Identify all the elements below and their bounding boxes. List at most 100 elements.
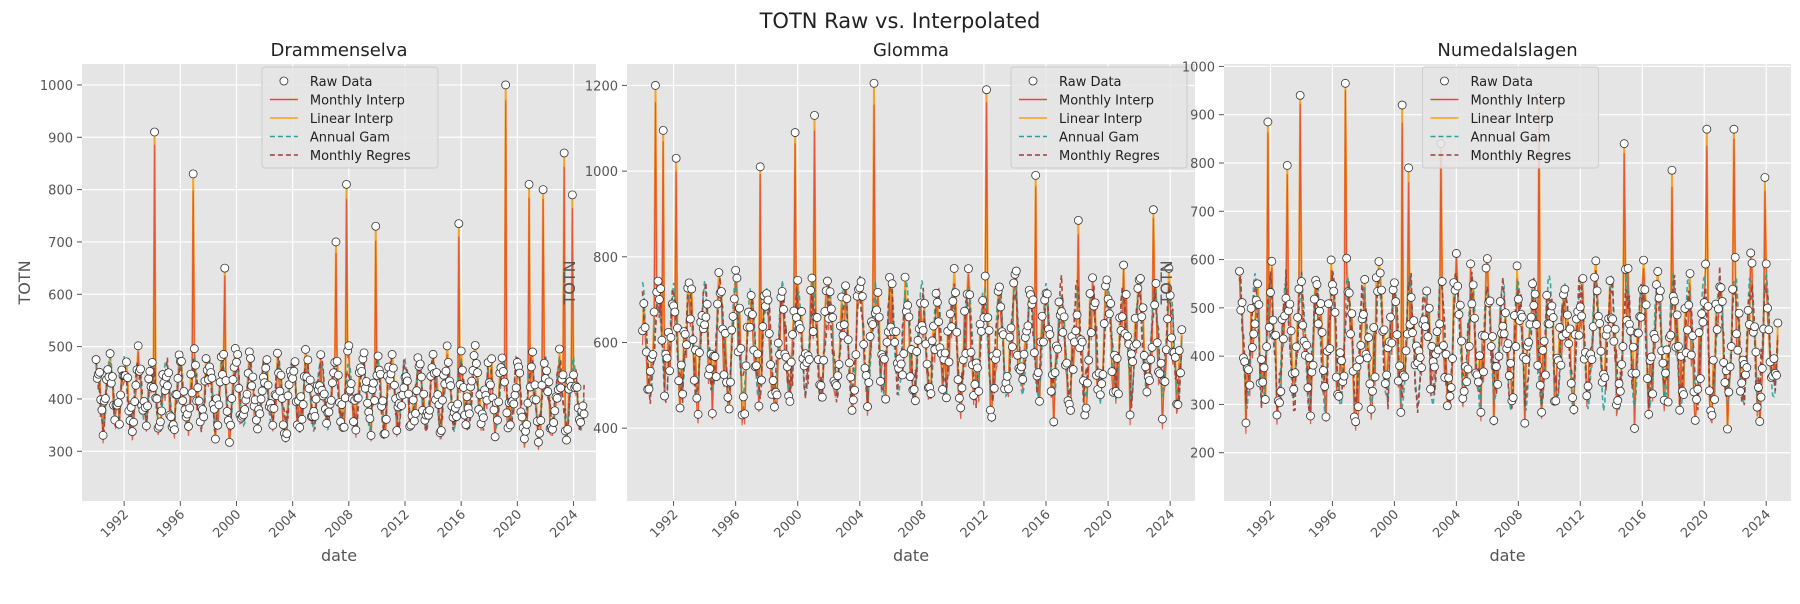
raw-data-point xyxy=(1462,377,1472,387)
raw-data-point xyxy=(357,366,367,376)
raw-data-point xyxy=(295,423,305,432)
raw-data-point xyxy=(519,434,529,444)
raw-data-point xyxy=(351,425,361,435)
raw-data-point xyxy=(1648,389,1658,399)
raw-data-point xyxy=(1404,163,1414,173)
raw-data-point xyxy=(1661,368,1670,378)
raw-data-point xyxy=(1521,355,1531,365)
raw-data-point xyxy=(1720,378,1730,387)
chart-panel-0: 1992 1996 2000 2004 2008 2012 2016 2020 2024 300 4… xyxy=(15,40,596,565)
raw-data-point xyxy=(965,290,975,300)
raw-data-point xyxy=(1730,252,1740,262)
raw-data-point xyxy=(1379,325,1389,335)
raw-data-point xyxy=(1529,301,1539,310)
raw-data-point xyxy=(1415,353,1425,362)
raw-data-point xyxy=(1102,275,1112,285)
raw-data-point xyxy=(1303,383,1313,393)
raw-data-point xyxy=(1437,277,1447,286)
raw-data-point xyxy=(388,363,398,373)
raw-data-point xyxy=(1400,372,1410,382)
raw-data-point xyxy=(425,405,434,415)
raw-data-point xyxy=(188,169,198,179)
x-tick-label: 2024 xyxy=(547,507,581,541)
raw-data-point xyxy=(1031,170,1041,180)
raw-data-point xyxy=(1170,352,1180,362)
x-tick-label: 2004 xyxy=(1430,507,1464,541)
raw-data-point xyxy=(1459,386,1469,396)
raw-data-point xyxy=(913,335,923,345)
raw-data-point xyxy=(964,264,973,274)
raw-data-point xyxy=(729,294,739,304)
raw-data-point xyxy=(371,221,381,231)
raw-data-point xyxy=(408,395,418,405)
x-tick-label: 2020 xyxy=(1678,507,1712,541)
raw-data-point xyxy=(678,389,688,399)
raw-data-point xyxy=(732,273,742,283)
raw-data-point xyxy=(754,401,764,411)
raw-data-point xyxy=(1619,139,1629,149)
raw-data-point xyxy=(572,382,582,392)
raw-data-point xyxy=(671,153,681,163)
raw-data-point xyxy=(1760,173,1770,182)
raw-data-point xyxy=(899,349,909,359)
raw-data-point xyxy=(1755,417,1765,426)
raw-data-point xyxy=(1498,321,1508,331)
raw-data-point xyxy=(1395,361,1404,371)
raw-data-point xyxy=(1342,253,1352,263)
x-tick-label: 1996 xyxy=(1306,507,1340,541)
raw-data-point xyxy=(290,357,300,367)
raw-data-point xyxy=(1564,339,1574,349)
raw-data-point xyxy=(1077,337,1087,347)
raw-data-point xyxy=(1107,367,1117,377)
raw-data-point xyxy=(983,313,993,323)
raw-data-point xyxy=(402,376,412,386)
raw-data-point xyxy=(316,350,326,360)
raw-data-point xyxy=(1468,280,1478,290)
raw-data-point xyxy=(97,405,107,415)
raw-data-point xyxy=(828,313,838,322)
raw-data-point xyxy=(558,370,568,380)
raw-data-point xyxy=(873,287,883,297)
raw-data-point xyxy=(1125,410,1135,420)
raw-data-point xyxy=(579,409,589,419)
raw-data-point xyxy=(1289,384,1299,394)
raw-data-point xyxy=(191,360,200,370)
raw-data-point xyxy=(1137,312,1147,322)
y-tick-label: 1000 xyxy=(585,165,618,180)
raw-data-point xyxy=(1390,278,1399,288)
raw-data-point xyxy=(256,394,266,404)
raw-data-point xyxy=(1128,357,1138,367)
x-tick-label: 1992 xyxy=(1244,507,1278,541)
raw-data-point xyxy=(227,394,237,403)
raw-data-point xyxy=(1719,358,1729,367)
raw-data-point xyxy=(179,386,189,396)
raw-data-point xyxy=(1547,301,1557,311)
legend-marker xyxy=(279,76,289,86)
raw-data-point xyxy=(1596,346,1606,356)
legend-label: Monthly Interp xyxy=(1470,94,1565,109)
raw-data-point xyxy=(1666,330,1676,340)
raw-data-point xyxy=(1569,405,1579,414)
raw-data-point xyxy=(366,431,376,440)
raw-data-point xyxy=(1724,387,1734,397)
raw-data-point xyxy=(1387,338,1397,348)
raw-data-point xyxy=(1132,339,1141,349)
raw-data-point xyxy=(177,356,186,366)
raw-data-point xyxy=(145,366,155,376)
raw-data-point xyxy=(1686,350,1696,360)
chart-panel-2: 1992 1996 2000 2004 2008 2012 2016 2020 2024 200 3… xyxy=(1157,40,1791,565)
raw-data-point xyxy=(1353,402,1363,412)
x-tick-label: 2000 xyxy=(1368,507,1402,541)
raw-data-point xyxy=(301,345,310,354)
y-tick-label: 600 xyxy=(48,288,73,303)
raw-data-point xyxy=(1254,300,1264,309)
raw-data-point xyxy=(1672,310,1682,320)
raw-data-point xyxy=(157,406,166,416)
raw-data-point xyxy=(1046,386,1056,396)
raw-data-point xyxy=(1355,355,1364,365)
raw-data-point xyxy=(938,385,947,394)
raw-data-point xyxy=(954,393,964,403)
raw-data-point xyxy=(1424,303,1434,313)
raw-data-point xyxy=(1464,341,1474,351)
raw-data-point xyxy=(164,368,174,378)
